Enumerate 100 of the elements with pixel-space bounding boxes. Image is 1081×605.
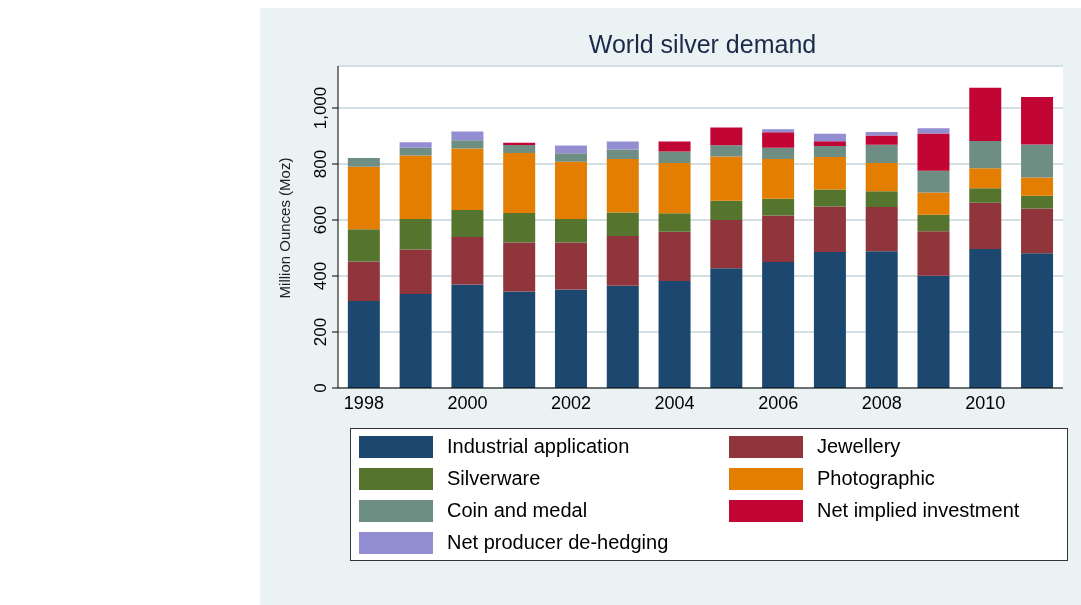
legend-label: Jewellery xyxy=(817,435,901,458)
bar xyxy=(658,213,691,232)
bar xyxy=(554,161,587,219)
bar xyxy=(606,235,639,286)
x-tick-label: 2006 xyxy=(758,392,799,413)
x-tick-label: 2000 xyxy=(447,392,488,413)
bar xyxy=(1021,253,1054,388)
legend-label: Silverware xyxy=(447,467,541,490)
y-tick-label: 600 xyxy=(311,205,330,235)
bar xyxy=(917,133,950,171)
y-tick-label: 800 xyxy=(311,149,330,179)
legend-label: Net implied investment xyxy=(817,499,1020,522)
bar xyxy=(606,158,639,213)
bar xyxy=(606,285,639,388)
bar xyxy=(813,251,846,388)
bar xyxy=(917,231,950,276)
legend-label: Coin and medal xyxy=(447,499,588,522)
bar xyxy=(969,188,1002,203)
bar xyxy=(917,275,950,388)
bar xyxy=(813,157,846,190)
bar xyxy=(347,158,380,167)
bar xyxy=(710,200,743,220)
bar xyxy=(347,300,380,388)
bar xyxy=(658,281,691,388)
bar xyxy=(658,151,691,163)
bar xyxy=(710,145,743,157)
bar xyxy=(762,129,795,133)
bar xyxy=(399,142,432,148)
bar xyxy=(865,191,898,208)
bar xyxy=(399,147,432,156)
x-tick-label: 2008 xyxy=(861,392,902,413)
bar xyxy=(1021,195,1054,209)
legend-label: Photographic xyxy=(817,467,935,490)
bar xyxy=(969,168,1002,189)
bar xyxy=(399,249,432,294)
bar xyxy=(865,135,898,145)
y-tick-label: 400 xyxy=(311,261,330,291)
bar xyxy=(813,133,846,142)
bar xyxy=(917,128,950,134)
bar xyxy=(865,207,898,252)
bar xyxy=(399,155,432,219)
bar xyxy=(865,251,898,388)
bar xyxy=(762,158,795,199)
bar xyxy=(554,242,587,290)
bar xyxy=(813,206,846,252)
bar xyxy=(658,141,691,152)
bar xyxy=(503,242,536,292)
bar xyxy=(399,293,432,388)
bar xyxy=(451,140,484,149)
bar xyxy=(762,262,795,388)
bar xyxy=(658,162,691,214)
bar xyxy=(554,153,587,162)
bar xyxy=(1021,177,1054,196)
bar xyxy=(710,127,743,146)
x-tick-label: 1998 xyxy=(343,392,384,413)
y-tick-label: 0 xyxy=(311,383,330,393)
bar xyxy=(1021,97,1054,145)
bar xyxy=(762,198,795,216)
bar xyxy=(347,166,380,230)
bar xyxy=(503,291,536,388)
bar xyxy=(917,192,950,215)
legend-label: Industrial application xyxy=(447,435,630,458)
bar xyxy=(710,268,743,388)
bar xyxy=(1021,208,1054,254)
bar xyxy=(451,148,484,210)
bar xyxy=(710,220,743,269)
bar xyxy=(503,153,536,213)
y-tick-label: 1,000 xyxy=(311,86,330,130)
bar xyxy=(762,147,795,159)
bar xyxy=(813,141,846,147)
bar xyxy=(813,189,846,207)
bar xyxy=(865,162,898,192)
bar xyxy=(969,87,1002,142)
bar xyxy=(451,284,484,388)
bar xyxy=(347,261,380,301)
bar xyxy=(969,202,1002,250)
bar xyxy=(865,144,898,163)
bar xyxy=(554,218,587,243)
y-tick-label: 200 xyxy=(311,317,330,347)
bar xyxy=(451,209,484,238)
bar xyxy=(347,229,380,262)
x-tick-label: 2010 xyxy=(965,392,1006,413)
x-tick-label: 2002 xyxy=(551,392,592,413)
bar xyxy=(554,289,587,388)
x-tick-label: 2004 xyxy=(654,392,695,413)
y-axis-title: Million Ounces (Moz) xyxy=(275,157,293,299)
bar xyxy=(917,170,950,193)
bar xyxy=(503,144,536,154)
bar xyxy=(503,213,536,243)
bar xyxy=(1021,144,1054,178)
legend-label: Net producer de-hedging xyxy=(447,531,669,554)
bar xyxy=(399,218,432,250)
bar xyxy=(762,215,795,262)
bar xyxy=(917,214,950,232)
bar xyxy=(710,156,743,201)
bar xyxy=(813,146,846,157)
bar xyxy=(451,237,484,285)
bar xyxy=(658,231,691,282)
bar xyxy=(606,149,639,159)
bar xyxy=(969,249,1002,388)
